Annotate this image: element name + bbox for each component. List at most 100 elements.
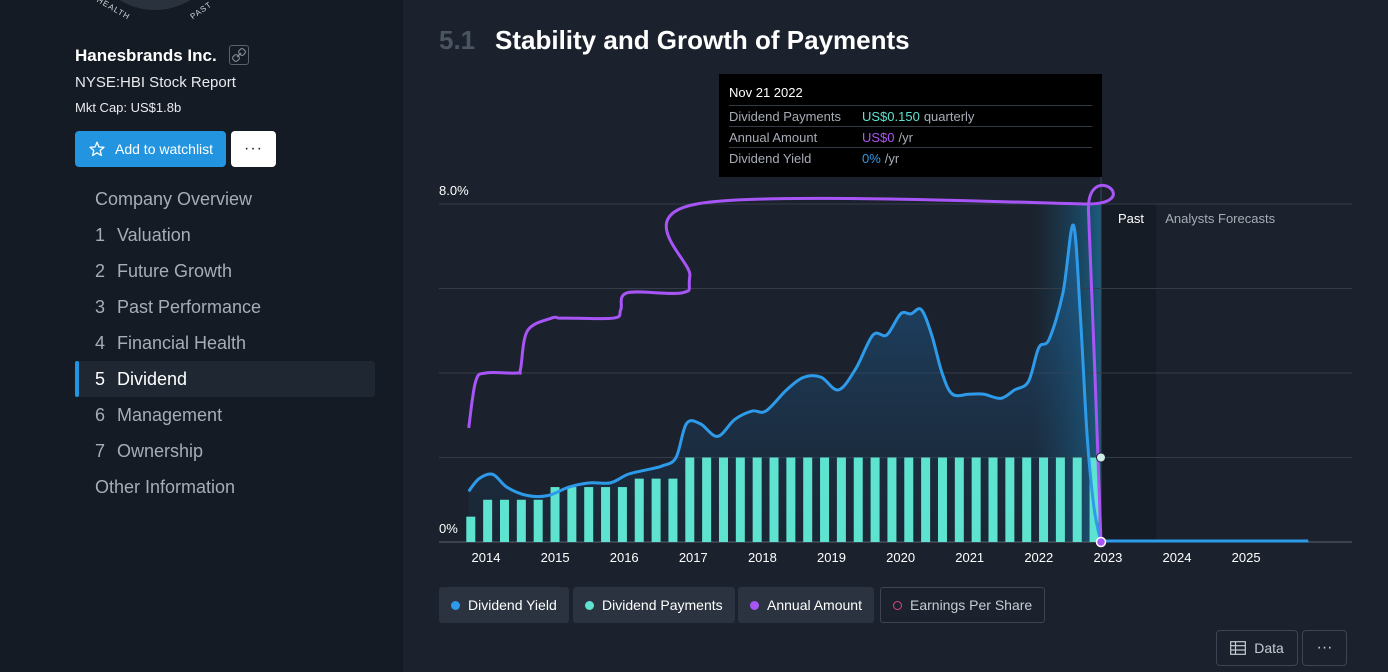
dividend-payment-bar <box>483 499 493 542</box>
company-name: Hanesbrands Inc. <box>75 46 217 65</box>
tooltip-row: Dividend Yield 0%/yr <box>729 147 1092 168</box>
data-table-button[interactable]: Data <box>1216 630 1298 666</box>
data-button-label: Data <box>1254 640 1284 656</box>
nav-item-label: Financial Health <box>117 332 247 353</box>
legend-dot <box>750 600 759 610</box>
nav-item-number: 1 <box>95 224 106 245</box>
link-icon <box>232 48 246 62</box>
nav-item-dividend[interactable]: 5 Dividend <box>75 361 375 397</box>
dividend-payment-bar <box>836 457 846 542</box>
annual-amount-line <box>467 184 1115 543</box>
market-cap: Mkt Cap: US$1.8b <box>75 100 182 115</box>
dividend-payment-bar <box>904 457 914 542</box>
dividend-payment-bar <box>718 457 728 542</box>
nav-item-label: Future Growth <box>117 260 233 281</box>
tooltip-row: Annual Amount US$0/yr <box>729 126 1092 147</box>
dividend-payment-bar <box>820 457 830 542</box>
section-number: 5.1 <box>439 25 476 55</box>
nav-item-company-overview[interactable]: Company Overview <box>75 181 375 217</box>
watchlist-label: Add to watchlist <box>115 141 214 157</box>
dividend-payment-bar <box>550 487 560 542</box>
dividend-payment-bar <box>803 457 813 542</box>
dividend-payment-bar <box>1039 457 1049 542</box>
nav-item-financial-health[interactable]: 4 Financial Health <box>75 325 375 361</box>
more-options-button[interactable]: ··· <box>231 131 276 167</box>
nav-item-future-growth[interactable]: 2 Future Growth <box>75 253 375 289</box>
dividend-payment-bar <box>887 457 897 542</box>
legend-earnings-per-share[interactable]: Earnings Per Share <box>880 587 1046 623</box>
dividend-chart[interactable]: 8.0% 0% Past Analysts Forecasts 2014 2015 2016… <box>403 0 1388 580</box>
nav-item-valuation[interactable]: 1 Valuation <box>75 217 375 253</box>
snowflake-chart[interactable]: HEALTH PAST <box>85 0 225 22</box>
tooltip-row: Dividend Payments US$0.150 quarterly <box>729 105 1092 126</box>
hover-marker-payments <box>1095 452 1106 463</box>
dividend-payment-bar <box>1055 457 1065 542</box>
dividend-payment-bar <box>988 457 998 542</box>
x-tick-label: 2017 <box>679 550 708 565</box>
nav-item-label: Dividend <box>117 368 188 389</box>
main-content: 5.1 Stability and Growth of Payments 8.0… <box>403 0 1388 672</box>
legend-dot <box>585 600 594 610</box>
tooltip-unit: /yr <box>898 129 913 145</box>
nav-item-number: 2 <box>95 260 106 281</box>
nav-item-number: 5 <box>95 368 106 389</box>
dividend-payment-bar <box>735 457 745 542</box>
dividend-payment-bar <box>971 457 981 542</box>
dividend-payment-bar <box>769 457 779 542</box>
legend-label: Annual Amount <box>767 597 862 613</box>
dividend-payment-bar <box>921 457 931 542</box>
nav-item-number: 7 <box>95 440 106 461</box>
x-tick-label: 2022 <box>1024 550 1053 565</box>
nav-item-ownership[interactable]: 7 Ownership <box>75 433 375 469</box>
nav-item-label: Ownership <box>117 440 204 461</box>
x-tick-label: 2018 <box>748 550 777 565</box>
x-tick-label: 2021 <box>955 550 984 565</box>
y-tick-label: 0% <box>439 521 458 536</box>
nav-item-number: 3 <box>95 296 106 317</box>
dividend-payment-bar <box>499 499 509 542</box>
tooltip-label: Dividend Yield <box>729 150 812 166</box>
legend-annual-amount[interactable]: Annual Amount <box>738 587 874 623</box>
nav-item-label: Company Overview <box>95 188 253 209</box>
nav-item-number: 4 <box>95 332 106 353</box>
nav-item-management[interactable]: 6 Management <box>75 397 375 433</box>
dividend-payment-bar <box>786 457 796 542</box>
dividend-payment-bar <box>533 499 543 542</box>
y-tick-label: 8.0% <box>439 183 469 198</box>
dividend-payment-bar <box>937 457 947 542</box>
tooltip-label: Dividend Payments <box>729 108 841 124</box>
x-tick-label: 2016 <box>610 550 639 565</box>
x-tick-label: 2019 <box>817 550 846 565</box>
copy-link-button[interactable] <box>229 45 249 65</box>
nav-item-number: 6 <box>95 404 106 425</box>
x-tick-label: 2015 <box>541 550 570 565</box>
legend-dividend-yield[interactable]: Dividend Yield <box>439 587 569 623</box>
star-icon <box>89 141 105 157</box>
dividend-yield-line <box>467 223 1103 543</box>
tooltip-value: US$0.150 <box>862 108 920 124</box>
legend-dividend-payments[interactable]: Dividend Payments <box>573 587 735 623</box>
snowflake-graphic <box>119 0 191 10</box>
tooltip-unit: quarterly <box>923 108 975 124</box>
nav-item-label: Other Information <box>95 476 236 497</box>
dividend-payment-bar <box>567 487 577 542</box>
x-tick-label: 2024 <box>1163 550 1192 565</box>
legend-label: Earnings Per Share <box>910 597 1033 613</box>
nav-item-label: Management <box>117 404 223 425</box>
nav-item-past-performance[interactable]: 3 Past Performance <box>75 289 375 325</box>
dividend-payment-bar <box>668 478 678 542</box>
chart-more-button[interactable]: ··· <box>1302 630 1347 666</box>
table-icon <box>1230 641 1247 655</box>
add-to-watchlist-button[interactable]: Add to watchlist <box>75 131 226 167</box>
tooltip-date: Nov 21 2022 <box>729 85 803 100</box>
dividend-payment-bar <box>1005 457 1015 542</box>
x-tick-label: 2020 <box>886 550 915 565</box>
x-tick-label: 2023 <box>1093 550 1122 565</box>
hover-marker-annual <box>1095 536 1107 548</box>
dividend-payment-bar <box>584 487 594 542</box>
legend-dot <box>451 600 460 610</box>
dividend-payment-bar <box>685 457 695 542</box>
nav-item-other-information[interactable]: Other Information <box>75 469 375 505</box>
dividend-payment-bar <box>516 499 526 542</box>
section-nav: Company Overview 1 Valuation 2 Future Growth… <box>75 181 375 505</box>
